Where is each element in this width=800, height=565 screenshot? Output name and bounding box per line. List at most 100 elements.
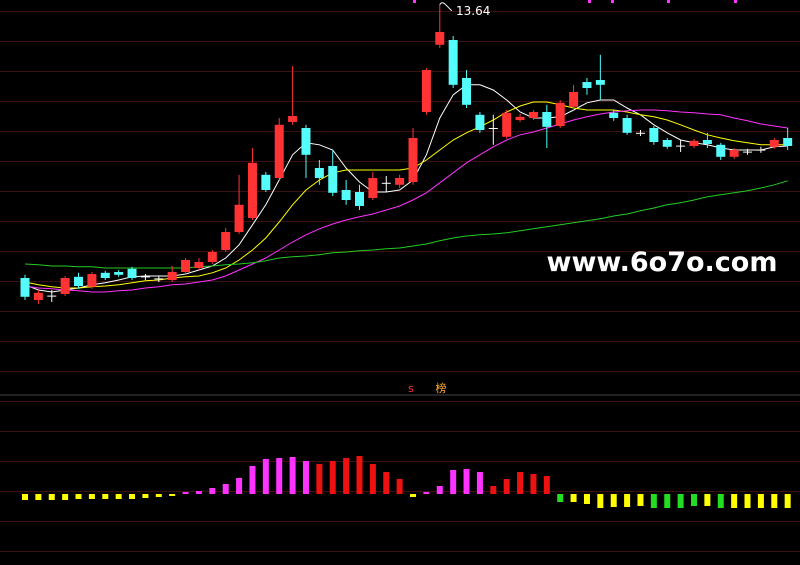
candle-body bbox=[207, 252, 217, 262]
candle-body bbox=[194, 262, 204, 268]
indicator-bar bbox=[343, 458, 350, 494]
candle-body bbox=[649, 128, 659, 142]
candle-body bbox=[47, 295, 57, 297]
indicator-bar bbox=[262, 459, 269, 494]
indicator-bar bbox=[88, 494, 95, 499]
indicator-bar bbox=[450, 470, 457, 494]
indicator-bar bbox=[691, 494, 697, 506]
indicator-bar bbox=[155, 494, 162, 497]
moving-average bbox=[24, 180, 788, 269]
candle-body bbox=[74, 276, 84, 286]
high-label: 13.64 bbox=[456, 4, 490, 18]
indicator-bar bbox=[22, 494, 28, 500]
indicator-bar bbox=[677, 494, 684, 508]
indicator-bar bbox=[410, 494, 417, 497]
annotation: 榜 bbox=[436, 381, 447, 395]
candle-body bbox=[100, 272, 110, 278]
candle-body bbox=[676, 145, 686, 147]
indicator-bar bbox=[463, 469, 470, 494]
indicator-bar bbox=[249, 466, 256, 494]
indicator-bar bbox=[356, 456, 363, 494]
candle-body bbox=[689, 140, 699, 146]
indicator-bar bbox=[731, 494, 738, 508]
candle-body bbox=[274, 124, 284, 178]
moving-average bbox=[24, 109, 788, 293]
indicator-bar bbox=[570, 494, 577, 502]
candle-body bbox=[528, 112, 538, 118]
candle-body bbox=[381, 182, 391, 184]
indicator-bar bbox=[195, 491, 202, 494]
candle-body bbox=[595, 80, 605, 85]
candle-body bbox=[729, 150, 739, 157]
indicator-bar bbox=[383, 472, 390, 494]
candle-body bbox=[555, 102, 565, 126]
candle-body bbox=[221, 232, 231, 250]
candle-body bbox=[515, 116, 525, 120]
indicator-bar bbox=[102, 494, 109, 499]
candle-body bbox=[582, 82, 592, 88]
candle-body bbox=[314, 168, 324, 178]
indicator-bar bbox=[490, 486, 497, 494]
indicator-bar bbox=[530, 474, 537, 494]
candle-body bbox=[569, 92, 579, 107]
indicator-bar bbox=[503, 479, 510, 494]
top-markers bbox=[413, 0, 737, 3]
indicator-bar bbox=[75, 494, 82, 499]
candle-body bbox=[502, 112, 512, 137]
indicator-bar bbox=[115, 494, 122, 499]
candle-body bbox=[301, 128, 311, 155]
candle-body bbox=[181, 260, 191, 272]
candle-body bbox=[234, 204, 244, 232]
indicator-bar bbox=[302, 461, 309, 494]
annotation: s bbox=[408, 382, 414, 395]
indicator-bar bbox=[784, 494, 791, 508]
candle-body bbox=[127, 268, 137, 278]
candle-body bbox=[167, 272, 177, 280]
indicator-bar bbox=[209, 488, 216, 494]
candle-body bbox=[716, 144, 726, 157]
candle-body bbox=[33, 292, 43, 300]
indicator-bar bbox=[329, 461, 336, 494]
candle-body bbox=[662, 140, 672, 147]
indicator-bar bbox=[664, 494, 671, 508]
watermark: www.6o7o.com bbox=[547, 247, 778, 278]
indicator-bar bbox=[289, 457, 296, 494]
indicator-bar bbox=[276, 458, 283, 494]
indicator-bar bbox=[169, 494, 176, 496]
indicator-bar bbox=[597, 494, 604, 508]
indicator-bar bbox=[744, 494, 751, 508]
candle-body bbox=[488, 128, 498, 129]
candle-body bbox=[355, 192, 364, 206]
candle-body bbox=[635, 132, 645, 134]
candle-body bbox=[20, 278, 30, 297]
candle-body bbox=[87, 274, 97, 287]
candle-body bbox=[475, 114, 485, 130]
candle-body bbox=[154, 278, 164, 280]
candle-body bbox=[60, 278, 70, 294]
indicator-bar bbox=[476, 472, 483, 494]
candle-body bbox=[261, 174, 271, 190]
indicator-bar bbox=[396, 479, 403, 494]
indicator-bar bbox=[423, 492, 430, 494]
candle-body bbox=[247, 162, 257, 218]
candle-body bbox=[743, 151, 753, 153]
moving-average bbox=[24, 84, 788, 293]
indicator-bar bbox=[236, 478, 243, 494]
indicator-bar bbox=[757, 494, 764, 508]
candle-body bbox=[609, 112, 619, 118]
indicator-bar bbox=[129, 494, 136, 499]
high-pointer bbox=[439, 2, 453, 12]
candle-body bbox=[542, 112, 552, 127]
indicator-bar bbox=[62, 494, 69, 500]
candle-body bbox=[395, 178, 405, 185]
candle-body bbox=[288, 116, 298, 122]
indicator-bar bbox=[771, 494, 778, 508]
candle-body bbox=[408, 138, 418, 182]
indicator-bar bbox=[717, 494, 724, 508]
indicator-bar bbox=[637, 494, 644, 506]
indicator-bar bbox=[222, 484, 229, 494]
candle-body bbox=[114, 272, 124, 275]
indicator-bar bbox=[583, 494, 590, 504]
candle-body bbox=[702, 140, 712, 144]
moving-average bbox=[24, 101, 788, 289]
